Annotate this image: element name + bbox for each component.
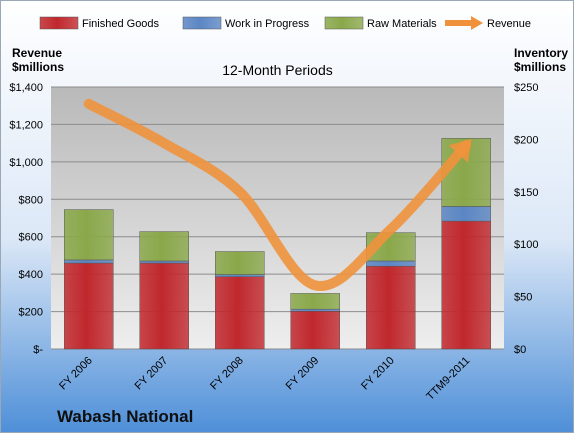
legend-swatch-raw-materials [324,16,364,30]
bar-stack [64,209,114,350]
bar-raw-materials [64,209,114,261]
bar-stack [366,232,416,350]
legend-swatch-work-in-progress [182,16,222,30]
bar-work-in-progress [290,308,340,312]
bar-raw-materials [215,251,265,275]
y-right-tick-label: $150 [514,187,538,199]
y-right-tick-label: $0 [514,344,526,356]
bar-finished-goods [139,262,189,350]
bar-work-in-progress [441,206,491,222]
y-left-tick-label: $1,000 [9,157,43,169]
y-left-tick-label: $800 [19,194,43,206]
y-left-tick-label: $200 [19,307,43,319]
revenue-arrowhead [448,139,472,163]
bar-work-in-progress [215,274,265,277]
y-left-tick-label: $1,200 [9,119,43,131]
legend-arrow [471,16,483,30]
y-right-tick-label: $100 [514,239,538,251]
chart-title: 12-Month Periods [222,62,333,78]
company-name: Wabash National [57,407,193,426]
y-left-label: Revenue [12,46,62,60]
bar-raw-materials [290,293,340,310]
legend-label: Work in Progress [225,18,310,30]
bar-finished-goods [290,311,340,350]
y-right-label: Inventory [514,46,568,60]
y-left-tick-label: $- [33,344,43,356]
y-right-label: $millions [514,60,566,74]
y-left-tick-label: $600 [19,232,43,244]
gridlines [51,86,504,350]
bar-work-in-progress [366,260,416,267]
revenue-line [83,98,472,291]
bar-finished-goods [64,262,114,350]
bar-finished-goods [366,265,416,350]
y-right-tick-label: $50 [514,292,532,304]
legend: Finished Goods Work in Progress Raw Materi… [39,16,531,30]
bar-stack [441,138,491,350]
legend-swatch-finished-goods [39,16,79,30]
legend-label: Revenue [487,18,531,30]
y-left-tick-label: $1,400 [9,82,43,94]
bar-stack [139,231,189,350]
y-left-label: $millions [12,60,64,74]
plot-area [51,87,504,349]
y-right-tick-label: $200 [514,134,538,146]
bar-work-in-progress [64,259,114,264]
bar-raw-materials [139,231,189,262]
bar-stack [215,251,265,350]
bar-stack [290,293,340,350]
y-right-tick-label: $250 [514,82,538,94]
bar-finished-goods [441,220,491,350]
bar-finished-goods [215,276,265,350]
bar-work-in-progress [139,260,189,264]
y-left-tick-label: $400 [19,269,43,281]
legend-label: Raw Materials [367,18,437,30]
legend-label: Finished Goods [82,18,160,30]
